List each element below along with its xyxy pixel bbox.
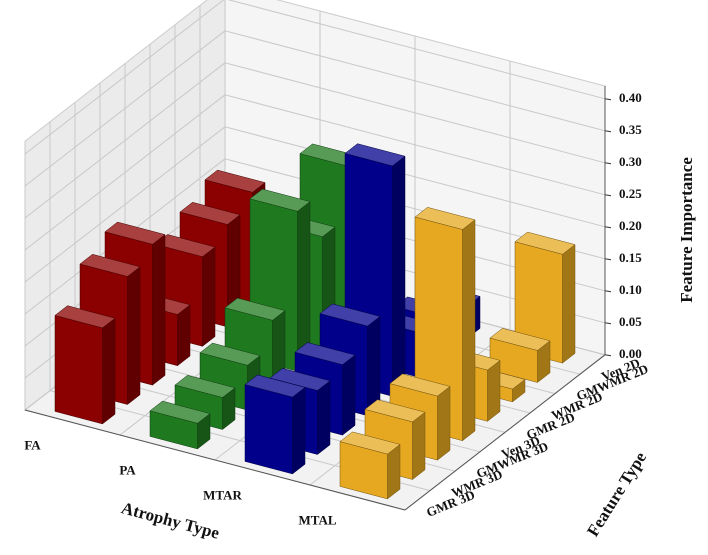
grid-line <box>24 94 226 251</box>
grid-line <box>24 62 226 219</box>
z-tick-label: 0.10 <box>619 282 642 297</box>
grid-line <box>24 0 225 155</box>
bar-top <box>204 169 266 193</box>
z-tick-label: 0.35 <box>619 122 642 137</box>
bar-side <box>487 359 501 422</box>
bar-side <box>437 385 451 461</box>
bar-side <box>562 244 576 364</box>
bar-side <box>292 386 306 475</box>
bar-top <box>244 374 306 398</box>
axis-line <box>404 354 606 511</box>
grid-line <box>224 126 606 228</box>
z-tick <box>604 98 612 101</box>
z-tick-label: 0.05 <box>619 314 642 329</box>
x-tick-label: MTAR <box>203 487 242 502</box>
bar-top <box>414 207 476 230</box>
bar-side <box>317 380 331 456</box>
bar-side <box>392 155 406 397</box>
bar-side <box>342 354 356 436</box>
bar <box>54 305 116 425</box>
z-tick <box>604 226 612 229</box>
bar-top <box>489 328 551 351</box>
bar <box>339 431 401 500</box>
grid-line <box>24 126 226 283</box>
bar-top <box>339 431 401 455</box>
bar-top <box>294 342 356 365</box>
bar-top <box>319 303 381 327</box>
z-tick-label: 0.25 <box>619 186 642 201</box>
z-axis-title: Feature Importance <box>677 157 696 303</box>
bar-top <box>199 342 261 366</box>
z-tick <box>604 130 612 133</box>
grid-line <box>227 0 606 100</box>
z-tick <box>604 322 612 325</box>
bar-top <box>174 375 236 398</box>
bar <box>489 328 551 384</box>
bars <box>54 143 576 500</box>
z-tick-label: 0.00 <box>619 346 642 361</box>
z-tick <box>604 354 612 357</box>
grid-line <box>224 94 606 196</box>
z-tick-label: 0.40 <box>619 90 642 105</box>
z-tick-label: 0.15 <box>619 250 642 265</box>
bar-front <box>54 315 103 425</box>
bar-top <box>149 400 211 424</box>
bar <box>244 374 306 475</box>
z-tick <box>604 194 612 197</box>
x-tick-label: MTAL <box>298 512 336 527</box>
bar <box>514 231 576 364</box>
bar-top <box>79 254 141 277</box>
bar-side <box>127 266 141 406</box>
bar-top <box>104 221 166 245</box>
bar-side <box>102 317 116 425</box>
bar-top <box>344 143 406 167</box>
grid-line <box>224 62 606 164</box>
z-tick <box>604 290 612 293</box>
z-tick <box>604 162 612 165</box>
x-tick-label: PA <box>119 462 136 477</box>
bar-side <box>177 304 191 367</box>
bar-top <box>514 231 576 255</box>
x-tick-label: FA <box>24 437 41 452</box>
bar-side <box>462 219 476 442</box>
z-tick <box>604 258 612 261</box>
grid-line <box>224 30 606 132</box>
grid-line <box>24 30 226 187</box>
bar <box>149 400 211 450</box>
bar-top <box>179 202 241 225</box>
axis-line <box>24 409 406 511</box>
bar-top <box>389 373 451 397</box>
bar-top <box>54 305 116 329</box>
bar-side <box>152 234 166 386</box>
bar-side <box>202 246 216 347</box>
bar-top <box>364 399 426 423</box>
x-axis-title: Atrophy Type <box>119 498 222 543</box>
z-tick-label: 0.30 <box>619 154 642 169</box>
bar-side <box>412 411 426 481</box>
y-axis-title: Feature Type <box>583 448 650 540</box>
z-tick-label: 0.20 <box>619 218 642 233</box>
bar-top <box>224 297 286 321</box>
bar-top <box>249 188 311 212</box>
bar-front <box>244 384 293 475</box>
